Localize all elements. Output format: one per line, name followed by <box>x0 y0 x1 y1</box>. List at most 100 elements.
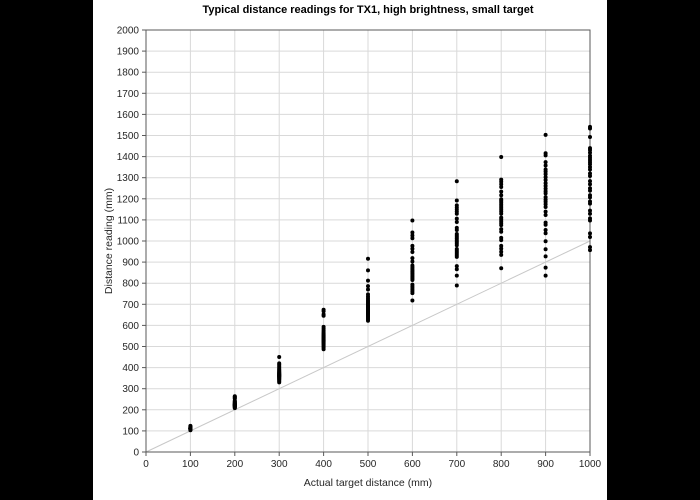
data-point <box>588 231 592 236</box>
data-point <box>454 283 459 288</box>
data-point <box>499 197 504 202</box>
data-point <box>543 213 548 218</box>
data-point <box>454 203 459 208</box>
data-point <box>543 273 548 278</box>
data-point <box>543 175 548 180</box>
data-point <box>454 216 459 221</box>
data-point <box>543 178 548 183</box>
data-point <box>410 236 415 241</box>
y-tick-label: 800 <box>122 279 139 290</box>
data-point <box>588 182 592 187</box>
data-point <box>454 267 459 272</box>
data-point <box>588 208 592 213</box>
y-tick-label: 200 <box>122 405 139 416</box>
data-point <box>499 243 504 248</box>
y-tick-label: 1900 <box>117 47 140 58</box>
x-tick-label: 300 <box>271 459 288 470</box>
data-point <box>410 249 415 254</box>
data-point <box>454 198 459 203</box>
x-tick-label: 200 <box>226 459 243 470</box>
x-tick-label: 800 <box>493 459 510 470</box>
data-point <box>588 134 592 139</box>
data-point <box>321 307 326 312</box>
data-point <box>543 247 548 252</box>
data-point <box>588 211 592 216</box>
y-tick-label: 100 <box>122 426 139 437</box>
x-tick-label: 1000 <box>579 459 602 470</box>
data-point <box>499 193 504 198</box>
data-point <box>366 278 370 283</box>
x-tick-label: 900 <box>537 459 554 470</box>
data-point <box>277 355 282 360</box>
data-point <box>454 220 459 225</box>
data-point <box>410 230 415 235</box>
chart-panel: Typical distance readings for TX1, high … <box>93 0 607 500</box>
x-tick-label: 400 <box>315 459 332 470</box>
data-point <box>543 265 548 270</box>
y-tick-label: 1300 <box>117 173 140 184</box>
data-point <box>454 247 459 252</box>
data-point <box>543 151 548 156</box>
data-point <box>543 186 548 191</box>
identity-line <box>145 240 591 453</box>
data-point <box>588 179 592 184</box>
data-point <box>543 132 548 137</box>
y-tick-label: 300 <box>122 384 139 395</box>
data-point <box>454 273 459 278</box>
data-point <box>543 231 548 236</box>
data-point <box>543 209 548 214</box>
data-point <box>588 146 592 151</box>
data-point <box>499 227 504 232</box>
data-point <box>410 218 415 223</box>
data-point <box>588 248 592 253</box>
chart-svg: 0 100 200 300 400 500 600 700 800 900 1000 0 100 200 3… <box>117 26 602 471</box>
data-point <box>410 256 415 261</box>
data-point <box>188 423 193 428</box>
y-tick-label: 1600 <box>117 110 140 121</box>
y-tick-label: 600 <box>122 321 139 332</box>
data-point <box>499 266 504 271</box>
y-tick-label: 1700 <box>117 89 140 100</box>
data-point <box>499 249 504 254</box>
data-point <box>499 215 504 220</box>
data-point <box>499 235 504 240</box>
data-point <box>543 195 548 200</box>
y-tick-label: 1800 <box>117 68 140 79</box>
y-tick-label: 900 <box>122 258 139 269</box>
data-point <box>410 282 415 287</box>
data-point <box>366 268 370 273</box>
data-point <box>543 163 548 168</box>
data-point <box>499 252 504 257</box>
data-point <box>277 361 282 366</box>
x-tick-label: 0 <box>143 459 149 470</box>
data-point <box>543 167 548 172</box>
data-point <box>588 199 592 204</box>
data-point <box>588 186 592 191</box>
data-point <box>410 243 415 248</box>
y-tick-label: 1500 <box>117 131 140 142</box>
data-point <box>543 228 548 233</box>
data-point <box>410 233 415 238</box>
data-point <box>499 189 504 194</box>
data-point <box>499 184 504 189</box>
data-point <box>543 205 548 210</box>
data-point <box>543 220 548 225</box>
data-point <box>588 124 592 129</box>
data-point <box>454 179 459 184</box>
data-point <box>499 246 504 251</box>
x-tick-label: 600 <box>404 459 421 470</box>
data-point <box>588 164 592 169</box>
y-tick-label: 1200 <box>117 194 140 205</box>
data-point <box>588 193 592 198</box>
data-point <box>499 155 504 160</box>
data-point <box>543 183 548 188</box>
y-tick-label: 1100 <box>117 215 139 226</box>
y-tick-label: 0 <box>133 448 139 459</box>
y-tick-label: 700 <box>122 300 139 311</box>
y-tick-label: 1400 <box>117 152 140 163</box>
chart-title: Typical distance readings for TX1, high … <box>202 4 534 16</box>
data-point <box>321 324 326 329</box>
data-point <box>454 264 459 269</box>
x-tick-label: 700 <box>448 459 465 470</box>
data-point <box>543 254 548 259</box>
